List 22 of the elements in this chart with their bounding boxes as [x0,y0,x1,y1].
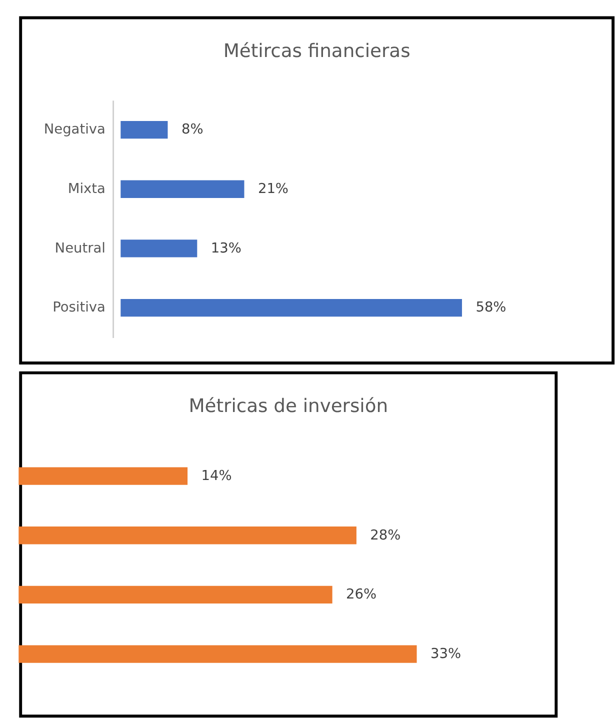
chart-title: Métricas de inversión [188,396,388,418]
y-tick-label: Mixta [68,181,106,198]
y-tick-label: Negativa [44,122,106,138]
bar [18,526,356,544]
bar [120,120,168,139]
bar [120,298,462,317]
data-label: 14% [201,468,232,484]
data-label: 58% [476,300,506,316]
y-tick-label: Positiva [52,300,106,316]
data-label: 28% [370,527,401,544]
data-label: 13% [210,240,242,256]
bar [18,467,188,485]
y-tick-label: Neutral [54,240,106,256]
bar [120,240,198,258]
bar [18,645,417,663]
data-label: 8% [181,122,204,138]
chart-title: Métircas financieras [223,40,410,62]
data-label: 21% [258,181,288,198]
bar [120,180,244,198]
data-label: 26% [346,586,377,603]
bar [18,586,332,604]
data-label: 33% [430,646,461,662]
